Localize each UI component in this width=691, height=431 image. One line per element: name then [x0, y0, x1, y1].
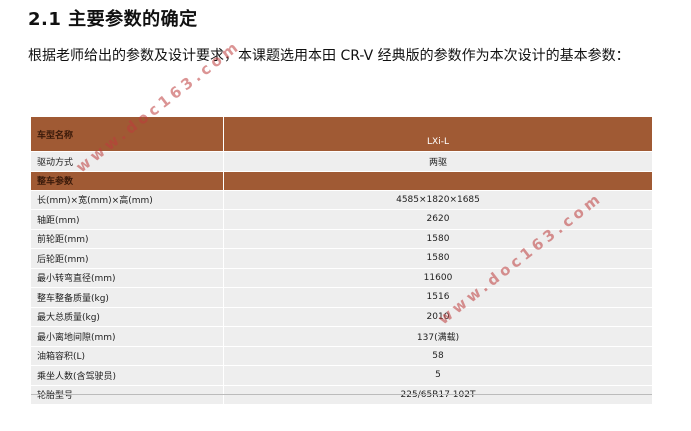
row-label: 前轮距(mm): [31, 229, 224, 249]
row-value: 11600: [223, 268, 652, 288]
row-label: 乘坐人数(含驾驶员): [31, 365, 224, 386]
model-header-value: LXi-L: [223, 117, 652, 152]
table-row: 最小离地间隙(mm) 137(满载): [31, 326, 652, 347]
model-header-label: 车型名称: [31, 117, 224, 152]
row-value: 58: [223, 346, 652, 366]
row-label: 最小转弯直径(mm): [31, 268, 224, 288]
table-row: 后轮距(mm) 1580: [31, 248, 652, 269]
row-value: 1580: [223, 248, 652, 269]
drive-value: 两驱: [223, 151, 652, 172]
table-row: 轴距(mm) 2620: [31, 209, 652, 230]
row-label: 最小离地间隙(mm): [31, 326, 224, 347]
row-label: 油箱容积(L): [31, 346, 224, 366]
row-label: 轴距(mm): [31, 209, 224, 230]
table-bottom-rule: [31, 394, 652, 395]
row-label: 后轮距(mm): [31, 248, 224, 269]
section-header-row: 整车参数: [31, 171, 652, 191]
table-row: 乘坐人数(含驾驶员) 5: [31, 365, 652, 386]
intro-paragraph: 根据老师给出的参数及设计要求，本课题选用本田 CR-V 经典版的参数作为本次设计…: [28, 48, 630, 64]
row-value: 1580: [223, 229, 652, 249]
row-value: 1516: [223, 287, 652, 308]
table-row: 长(mm)×宽(mm)×高(mm) 4585×1820×1685: [31, 190, 652, 210]
row-value: 4585×1820×1685: [223, 190, 652, 210]
row-value: 137(满载): [223, 326, 652, 347]
row-label: 最大总质量(kg): [31, 307, 224, 327]
section-label: 整车参数: [31, 171, 224, 191]
row-label: 长(mm)×宽(mm)×高(mm): [31, 190, 224, 210]
section-heading: 2.1 主要参数的确定: [28, 9, 198, 30]
section-value: [223, 171, 652, 191]
table-row: 前轮距(mm) 1580: [31, 229, 652, 249]
row-value: 5: [223, 365, 652, 386]
table-row: 最小转弯直径(mm) 11600: [31, 268, 652, 288]
model-header-row: 车型名称 LXi-L: [31, 117, 652, 152]
table-row: 最大总质量(kg) 2010: [31, 307, 652, 327]
drive-label: 驱动方式: [31, 151, 224, 172]
table-row: 油箱容积(L) 58: [31, 346, 652, 366]
spec-table: 车型名称 LXi-L 驱动方式 两驱 整车参数 长(mm)×宽(mm)×高(mm…: [31, 117, 652, 405]
row-value: 2010: [223, 307, 652, 327]
row-value: 2620: [223, 209, 652, 230]
table-row: 整车整备质量(kg) 1516: [31, 287, 652, 308]
row-label: 整车整备质量(kg): [31, 287, 224, 308]
drive-row: 驱动方式 两驱: [31, 151, 652, 172]
